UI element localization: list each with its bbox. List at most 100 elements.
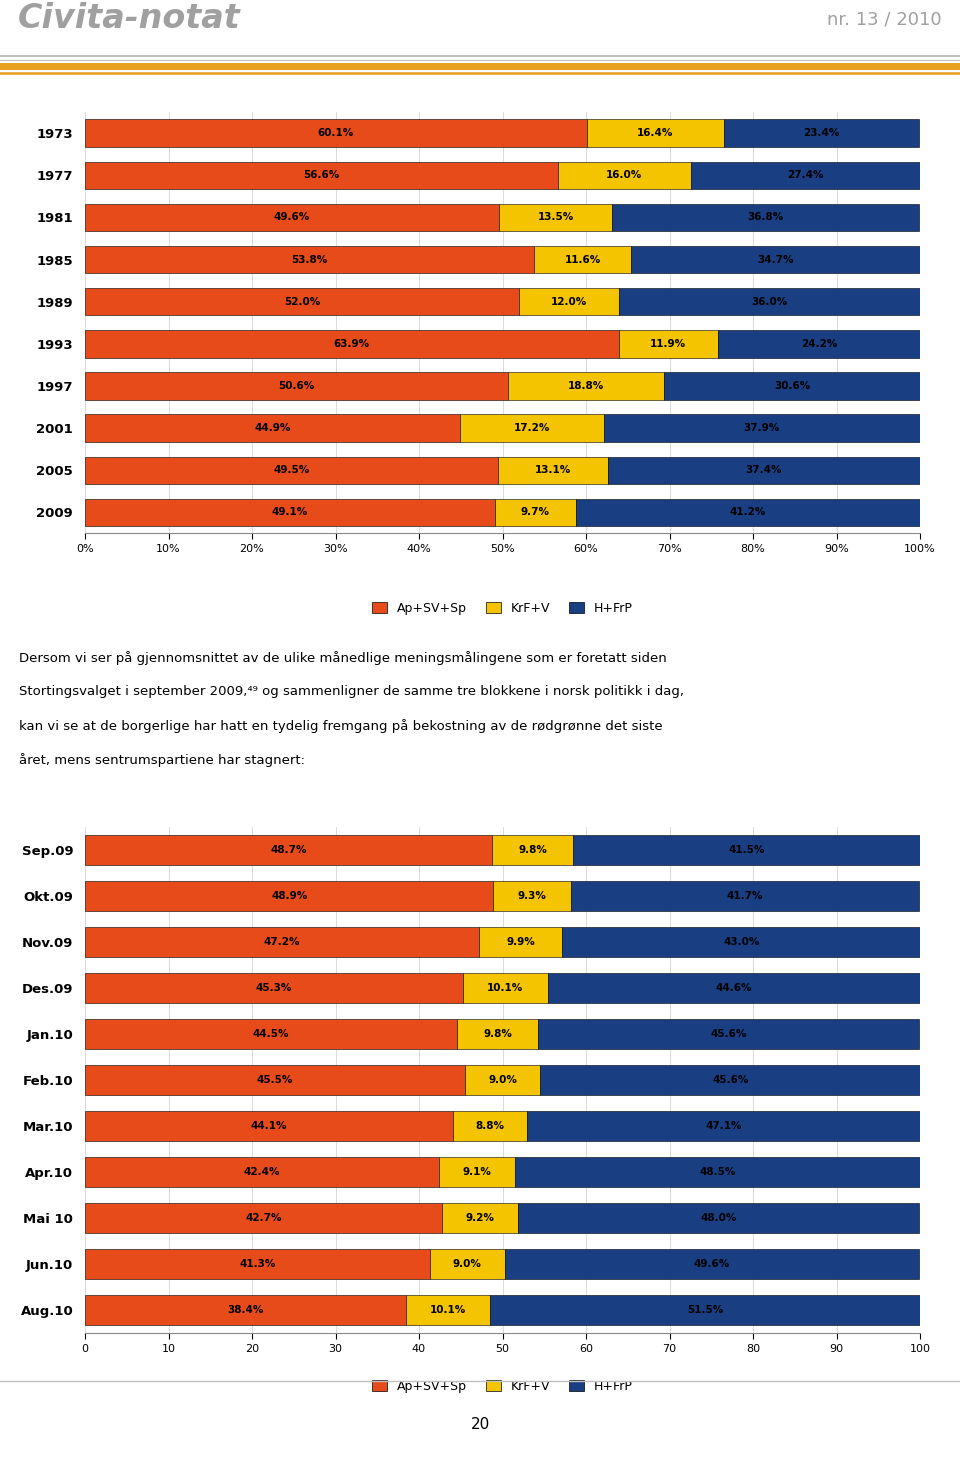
Text: 9.8%: 9.8%: [518, 845, 547, 856]
Text: 44.9%: 44.9%: [254, 423, 291, 433]
Text: 51.5%: 51.5%: [686, 1305, 723, 1315]
Bar: [490, 1295, 920, 1326]
Legend: Ap+SV+Sp, KrF+V, H+FrP: Ap+SV+Sp, KrF+V, H+FrP: [367, 596, 638, 620]
Text: 49.6%: 49.6%: [274, 212, 310, 222]
Bar: [619, 288, 920, 316]
Text: 13.1%: 13.1%: [535, 466, 571, 475]
Text: 17.2%: 17.2%: [514, 423, 550, 433]
Bar: [515, 1157, 920, 1188]
Bar: [547, 973, 920, 1003]
Text: 23.4%: 23.4%: [804, 128, 840, 138]
Bar: [558, 162, 691, 188]
Bar: [85, 835, 492, 865]
Bar: [85, 414, 460, 442]
Bar: [85, 1249, 430, 1280]
Bar: [442, 1203, 518, 1234]
Text: 9.8%: 9.8%: [483, 1029, 512, 1040]
Bar: [508, 372, 664, 399]
Text: 27.4%: 27.4%: [787, 171, 824, 181]
Text: 36.8%: 36.8%: [748, 212, 783, 222]
Bar: [85, 1203, 442, 1234]
Bar: [439, 1157, 515, 1188]
Text: 10.1%: 10.1%: [430, 1305, 466, 1315]
Bar: [85, 1111, 453, 1140]
Bar: [85, 973, 464, 1003]
Text: 10.1%: 10.1%: [488, 983, 523, 994]
Bar: [573, 835, 920, 865]
Text: Stortingsvalget i september 2009,⁴⁹ og sammenligner de samme tre blokkene i nors: Stortingsvalget i september 2009,⁴⁹ og s…: [19, 685, 684, 698]
Text: 42.7%: 42.7%: [245, 1213, 281, 1223]
Bar: [540, 1065, 921, 1094]
Text: Civita-notat: Civita-notat: [18, 3, 241, 36]
Bar: [85, 1019, 457, 1048]
Bar: [85, 927, 479, 957]
Bar: [608, 457, 920, 483]
Bar: [85, 120, 587, 147]
Text: 41.7%: 41.7%: [727, 891, 763, 902]
Legend: Ap+SV+Sp, KrF+V, H+FrP: Ap+SV+Sp, KrF+V, H+FrP: [367, 1375, 638, 1398]
Text: 8.8%: 8.8%: [475, 1121, 504, 1132]
Bar: [539, 1019, 919, 1048]
Bar: [499, 203, 612, 231]
Text: 60.1%: 60.1%: [318, 128, 354, 138]
Bar: [527, 1111, 920, 1140]
Text: 34.7%: 34.7%: [757, 255, 794, 264]
Bar: [85, 881, 493, 911]
Text: 18.8%: 18.8%: [568, 381, 604, 392]
Bar: [85, 162, 558, 188]
Bar: [492, 835, 573, 865]
Text: 44.6%: 44.6%: [715, 983, 752, 994]
Text: 52.0%: 52.0%: [284, 297, 321, 307]
Text: 11.9%: 11.9%: [650, 338, 686, 349]
Text: året, mens sentrumspartiene har stagnert:: året, mens sentrumspartiene har stagnert…: [19, 753, 305, 767]
Text: 45.6%: 45.6%: [712, 1075, 749, 1086]
Text: 50.6%: 50.6%: [278, 381, 314, 392]
Text: 41.2%: 41.2%: [730, 507, 766, 518]
Text: 13.5%: 13.5%: [538, 212, 574, 222]
Text: 53.8%: 53.8%: [292, 255, 327, 264]
Bar: [453, 1111, 527, 1140]
Text: 41.3%: 41.3%: [239, 1259, 276, 1269]
Text: 9.7%: 9.7%: [521, 507, 550, 518]
Text: 43.0%: 43.0%: [723, 937, 759, 948]
Text: 37.9%: 37.9%: [744, 423, 780, 433]
Bar: [518, 1203, 919, 1234]
Bar: [85, 246, 534, 273]
Bar: [85, 288, 519, 316]
Text: 44.5%: 44.5%: [252, 1029, 289, 1040]
Text: 44.1%: 44.1%: [251, 1121, 287, 1132]
Text: 9.0%: 9.0%: [453, 1259, 482, 1269]
Bar: [505, 1249, 919, 1280]
Bar: [498, 457, 608, 483]
Bar: [493, 881, 571, 911]
Bar: [460, 414, 604, 442]
Text: 36.0%: 36.0%: [752, 297, 788, 307]
Bar: [85, 331, 618, 357]
Text: 16.0%: 16.0%: [607, 171, 642, 181]
Text: 9.3%: 9.3%: [517, 891, 546, 902]
Text: 12.0%: 12.0%: [551, 297, 588, 307]
Bar: [631, 246, 921, 273]
Text: 49.1%: 49.1%: [272, 507, 308, 518]
Text: 9.9%: 9.9%: [506, 937, 535, 948]
Text: 11.6%: 11.6%: [564, 255, 601, 264]
Text: 9.1%: 9.1%: [463, 1167, 492, 1178]
Bar: [465, 1065, 540, 1094]
Text: kan vi se at de borgerlige har hatt en tydelig fremgang på bekostning av de rødg: kan vi se at de borgerlige har hatt en t…: [19, 719, 662, 733]
Text: 48.7%: 48.7%: [270, 845, 306, 856]
Text: 20: 20: [470, 1416, 490, 1431]
Text: 63.9%: 63.9%: [334, 338, 370, 349]
Bar: [604, 414, 920, 442]
Text: 16.4%: 16.4%: [637, 128, 674, 138]
Bar: [612, 203, 919, 231]
Text: 30.6%: 30.6%: [774, 381, 810, 392]
Bar: [85, 1065, 465, 1094]
Bar: [479, 927, 562, 957]
Text: 49.6%: 49.6%: [694, 1259, 731, 1269]
Text: 42.4%: 42.4%: [244, 1167, 280, 1178]
Text: 24.2%: 24.2%: [801, 338, 837, 349]
Text: 47.2%: 47.2%: [264, 937, 300, 948]
Bar: [571, 881, 919, 911]
Bar: [430, 1249, 505, 1280]
Text: nr. 13 / 2010: nr. 13 / 2010: [828, 10, 942, 28]
